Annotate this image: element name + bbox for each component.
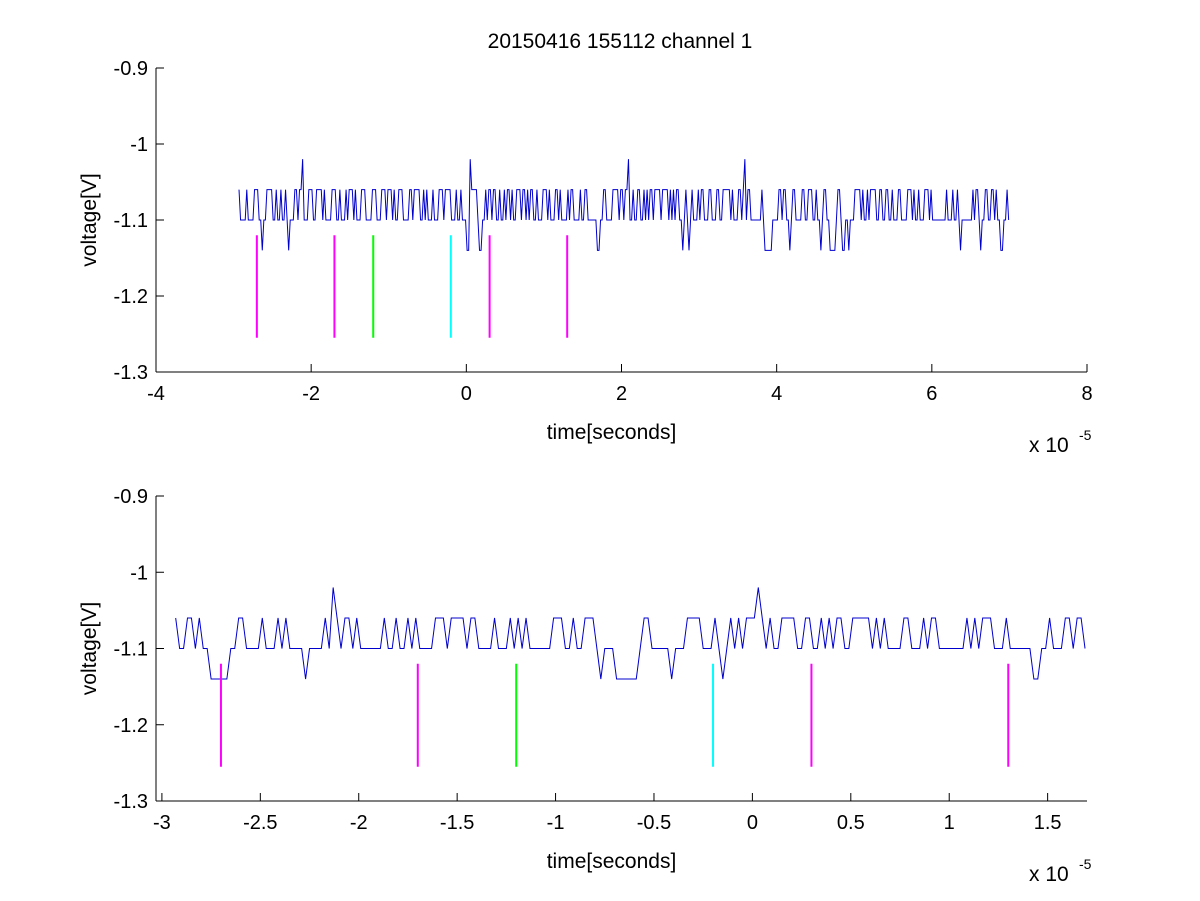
bottom-x-axis-label: time[seconds] [547,850,677,873]
bottom-x-tick-label: 0 [747,812,758,834]
top-x-tick-label: 0 [461,383,472,405]
top-x-tick-label: 6 [926,383,937,405]
top-y-tick-label: -1.3 [114,362,148,384]
bottom-x-tick-label: -1.5 [440,812,474,834]
bottom-x-exponent-label: x 10 [1029,863,1069,886]
top-y-tick-label: -0.9 [114,58,148,80]
bottom-y-tick-label: -1.3 [114,791,148,813]
bottom-y-tick-label: -0.9 [114,486,148,508]
top-y-tick-label: -1.1 [114,210,148,232]
top-x-axis-label: time[seconds] [547,421,677,444]
top-x-exponent: -5 [1079,427,1092,443]
bottom-y-axis-label: voltage[V] [78,602,101,695]
bottom-y-tick-label: -1.2 [114,715,148,737]
top-x-tick-label: 8 [1081,383,1092,405]
bottom-x-tick-label: -2 [350,812,368,834]
figure-title: 20150416 155112 channel 1 [488,30,753,53]
bottom-x-tick-label: 1.5 [1034,812,1062,834]
top-x-tick-label: 4 [771,383,782,405]
top-voltage-trace [238,159,1010,251]
top-y-tick-label: -1.2 [114,286,148,308]
bottom-y-tick-label: -1 [130,562,148,584]
bottom-x-tick-label: -2.5 [243,812,277,834]
top-x-tick-label: -4 [147,383,165,405]
bottom-x-tick-label: -1 [547,812,565,834]
bottom-x-tick-label: 0.5 [837,812,865,834]
bottom-x-tick-label: 1 [944,812,955,834]
bottom-x-exponent: -5 [1079,856,1092,872]
top-y-axis-label: voltage[V] [78,173,101,266]
bottom-y-tick-label: -1.1 [114,639,148,661]
top-x-exponent-label: x 10 [1029,434,1069,457]
bottom-x-tick-label: -0.5 [637,812,671,834]
top-y-tick-label: -1 [130,134,148,156]
bottom-x-tick-label: -3 [153,812,171,834]
top-x-tick-label: 2 [616,383,627,405]
bottom-voltage-trace [175,587,1086,680]
bottom-plot: -3 -2.5 -2 -1.5 -1 -0.5 0 0.5 1 1.5 -0.9 -1 -1.1 -1.2… [78,486,1092,886]
top-x-tick-label: -2 [302,383,320,405]
top-plot: -4 -2 0 2 4 6 8 -0.9 -1 -1.1 -1.2 -1.3 time[seconds]… [78,58,1093,457]
